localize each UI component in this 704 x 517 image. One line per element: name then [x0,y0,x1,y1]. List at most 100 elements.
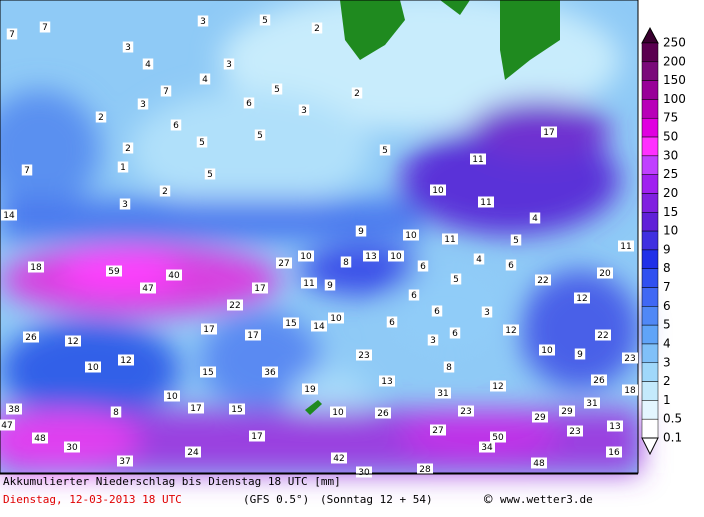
legend-label: 15 [663,205,678,219]
legend-label: 5 [663,318,671,332]
label-box [21,164,33,176]
label-box [259,14,271,26]
map-label: 59 [108,267,120,277]
label-box [276,257,292,269]
map-label: 26 [25,333,37,343]
label-box [119,198,131,210]
label-box [417,260,429,272]
legend-swatch [641,61,659,81]
legend-swatch [641,287,659,307]
caption: Akkumulierter Niederschlag bis Dienstag … [3,475,341,488]
legend: 250 200 150 100 75 50 30 25 20 15 10 9 8 7 6 5 4 3 2 1 0.5 0.… [641,26,686,456]
map-label: 10 [330,314,342,324]
legend-label: 0.1 [663,431,682,445]
label-box [324,279,336,291]
label-box [106,265,122,277]
map-label: 11 [472,155,483,165]
label-box [331,452,347,464]
map-label: 12 [576,294,587,304]
label-box [122,142,134,154]
map-label: 47 [1,421,12,431]
map-label: 2 [314,24,320,34]
label-box [532,411,548,423]
map-label: 10 [300,252,312,262]
map-label: 13 [365,252,376,262]
label-box [301,277,317,289]
label-box [200,366,216,378]
map-label: 12 [67,337,78,347]
map-label: 23 [624,354,635,364]
legend-swatch [641,42,659,63]
map-label: 17 [190,404,201,414]
map-label: 1 [120,163,126,173]
label-box [252,282,268,294]
label-box [166,269,182,281]
label-box [201,323,217,335]
map-label: 15 [285,319,296,329]
date: Dienstag, 12-03-2013 18 UTC [3,493,182,506]
map-label: 5 [453,275,459,285]
label-box [302,383,318,395]
map-label: 6 [389,318,395,328]
map-label: 2 [162,187,168,197]
map-label: 31 [437,389,448,399]
label-box [539,344,555,356]
map-label: 6 [434,307,440,317]
label-box [408,289,420,301]
legend-label: 1 [663,393,671,407]
legend-swatch [641,99,659,119]
label-box [199,73,211,85]
label-box [330,406,346,418]
label-box [64,441,80,453]
map-label: 31 [586,399,597,409]
legend-swatch [641,343,659,364]
label-box [450,273,462,285]
label-box [223,58,235,70]
map-label: 16 [608,448,620,458]
label-box [403,229,419,241]
legend-swatch [641,249,659,269]
label-box [595,329,611,341]
map-label: 19 [304,385,316,395]
legend-swatch [641,136,659,157]
legend-swatch [641,362,659,382]
map-label: 6 [246,99,252,109]
label-box [490,431,506,443]
model: (GFS 0.5°) [243,493,309,506]
map-label: 4 [145,60,151,70]
map-label: 34 [481,443,493,453]
legend-label: 50 [663,130,678,144]
map-label: 23 [460,407,471,417]
label-box [117,161,129,173]
label-box [95,111,107,123]
map-label: 12 [120,356,131,366]
label-box [243,97,255,109]
label-box [137,98,149,110]
label-box [431,305,443,317]
map-label: 6 [173,121,179,131]
map-label: 7 [163,87,169,97]
map-label: 27 [432,426,443,436]
map-label: 17 [251,432,262,442]
label-box [23,331,39,343]
legend-swatch [641,306,659,326]
label-box [375,407,391,419]
map-label: 15 [202,368,213,378]
label-box [356,349,372,361]
map-label: 22 [537,276,548,286]
label-box [574,348,586,360]
label-box [443,361,455,373]
map-label: 3 [484,308,490,318]
label-box [449,327,461,339]
map-label: 3 [226,60,232,70]
map-label: 13 [381,377,392,387]
legend-swatch [641,117,659,138]
map-label: 12 [492,382,503,392]
legend-arrow-top [641,26,659,44]
map-label: 3 [301,106,307,116]
legend-label: 3 [663,355,671,369]
map-label: 20 [599,269,611,279]
map-label: 8 [113,408,119,418]
map-label: 22 [597,331,608,341]
